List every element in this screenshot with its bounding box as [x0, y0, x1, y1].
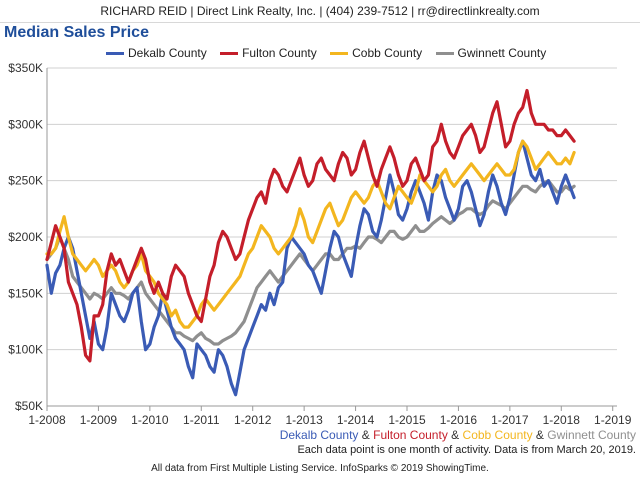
legend-item-gwinnett[interactable]: Gwinnett County	[435, 46, 547, 60]
x-tick-label: 1-2015	[388, 413, 426, 427]
footer-name-cobb: Cobb County	[462, 428, 533, 442]
y-tick-label: $50K	[15, 399, 43, 413]
legend-label-cobb: Cobb County	[352, 46, 423, 60]
footer-amp-3: &	[535, 428, 544, 442]
x-tick-label: 1-2019	[594, 413, 632, 427]
footer-series-names: Dekalb County & Fulton County & Cobb Cou…	[280, 428, 636, 442]
series-line-dekalb	[45, 139, 576, 397]
legend-item-cobb[interactable]: Cobb County	[330, 46, 422, 60]
data-note: Each data point is one month of activity…	[297, 444, 636, 456]
footer-name-dekalb: Dekalb County	[279, 428, 359, 442]
legend-item-fulton[interactable]: Fulton County	[220, 46, 317, 60]
chart-legend: Dekalb County Fulton County Cobb County …	[106, 46, 556, 60]
series-line-cobb	[45, 139, 576, 329]
series-line-fulton	[45, 88, 576, 363]
legend-label-dekalb: Dekalb County	[128, 46, 207, 60]
footer-name-gwinnett: Gwinnett County	[547, 428, 636, 442]
chart-title: Median Sales Price	[4, 24, 149, 41]
x-tick-label: 1-2009	[80, 413, 118, 427]
header-contact: RICHARD REID | Direct Link Realty, Inc. …	[0, 0, 640, 23]
legend-item-dekalb[interactable]: Dekalb County	[106, 46, 207, 60]
y-tick-label: $200K	[8, 230, 43, 244]
legend-swatch-fulton	[220, 52, 239, 56]
line-chart: $50K $100K $150K $200K $250K $300K $350K 1-2008…	[8, 61, 632, 427]
data-credit: All data from First Multiple Listing Ser…	[151, 463, 489, 474]
x-tick-label: 1-2018	[543, 413, 581, 427]
x-tick-label: 1-2011	[183, 413, 220, 427]
legend-label-fulton: Fulton County	[242, 46, 317, 60]
y-tick-label: $350K	[8, 61, 43, 75]
x-tick-label: 1-2014	[337, 413, 375, 427]
x-tick-label: 1-2010	[131, 413, 169, 427]
y-tick-label: $250K	[8, 174, 43, 188]
x-tick-label: 1-2008	[28, 413, 66, 427]
legend-swatch-cobb	[330, 52, 349, 56]
y-tick-label: $100K	[8, 343, 43, 357]
footer-amp-2: &	[451, 428, 460, 442]
y-tick-label: $150K	[8, 286, 43, 300]
x-tick-label: 1-2016	[440, 413, 478, 427]
legend-label-gwinnett: Gwinnett County	[457, 46, 547, 60]
x-tick-label: 1-2012	[234, 413, 272, 427]
footer-name-fulton: Fulton County	[373, 428, 448, 442]
x-tick-label: 1-2017	[491, 413, 529, 427]
y-tick-label: $300K	[8, 117, 43, 131]
legend-swatch-gwinnett	[435, 52, 454, 56]
x-tick-label: 1-2013	[285, 413, 323, 427]
legend-swatch-dekalb	[106, 52, 124, 56]
footer-amp-1: &	[361, 428, 370, 442]
